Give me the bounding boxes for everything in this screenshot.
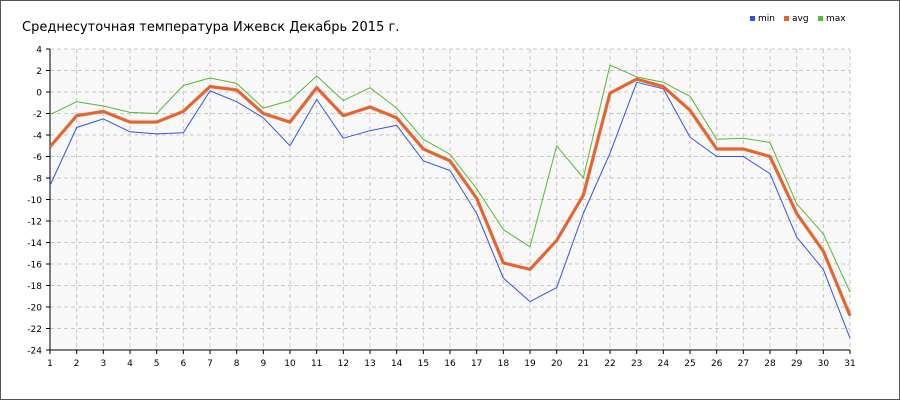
x-tick-label: 7 bbox=[207, 359, 213, 369]
series-avg bbox=[48, 77, 852, 317]
x-tick-label: 21 bbox=[578, 359, 589, 369]
series-line-min bbox=[49, 81, 851, 339]
x-tick-label: 25 bbox=[684, 359, 695, 369]
y-tick-label: -6 bbox=[33, 153, 42, 163]
x-tick-label: 20 bbox=[551, 359, 563, 369]
y-tick-label: -22 bbox=[27, 325, 42, 335]
y-tick-label: -14 bbox=[27, 239, 42, 249]
x-tick-label: 22 bbox=[604, 359, 615, 369]
axes: 420-2-4-6-8-10-12-14-16-18-20-22-241 2 3 4 5… bbox=[27, 46, 855, 370]
x-tick-label: 2 bbox=[74, 359, 80, 369]
x-tick-label: 16 bbox=[444, 359, 456, 369]
x-tick-label: 5 bbox=[154, 359, 160, 369]
legend-label: min bbox=[758, 14, 775, 24]
x-tick-label: 8 bbox=[234, 359, 240, 369]
y-tick-label: 4 bbox=[36, 46, 42, 56]
y-tick-label: -20 bbox=[27, 304, 42, 314]
y-tick-label: -12 bbox=[27, 218, 42, 228]
y-tick-label: 2 bbox=[36, 67, 42, 77]
legend-item-max: max bbox=[818, 14, 846, 24]
series-group bbox=[48, 64, 852, 339]
legend-swatch bbox=[750, 16, 755, 21]
x-tick-label: 3 bbox=[100, 359, 106, 369]
legend-label: avg bbox=[792, 14, 809, 24]
x-tick-label: 11 bbox=[311, 359, 322, 369]
x-tick-label: 18 bbox=[498, 359, 510, 369]
x-tick-label: 13 bbox=[364, 359, 375, 369]
legend-label: max bbox=[826, 14, 846, 24]
x-tick-label: 24 bbox=[658, 359, 670, 369]
x-tick-label: 28 bbox=[764, 359, 776, 369]
x-tick-label: 23 bbox=[631, 359, 642, 369]
x-tick-label: 4 bbox=[127, 359, 133, 369]
x-tick-label: 15 bbox=[418, 359, 429, 369]
x-tick-label: 12 bbox=[338, 359, 349, 369]
x-tick-label: 10 bbox=[284, 359, 296, 369]
x-tick-label: 9 bbox=[260, 359, 266, 369]
series-min bbox=[49, 81, 851, 339]
x-tick-label: 17 bbox=[471, 359, 482, 369]
x-tick-label: 1 bbox=[47, 359, 53, 369]
series-line-max bbox=[49, 64, 851, 293]
y-tick-label: -18 bbox=[27, 282, 42, 292]
x-tick-label: 30 bbox=[818, 359, 830, 369]
grid bbox=[50, 48, 851, 350]
y-tick-label: -10 bbox=[27, 196, 42, 206]
legend-item-avg: avg bbox=[784, 14, 809, 24]
series-max bbox=[49, 64, 851, 293]
x-tick-label: 14 bbox=[391, 359, 403, 369]
legend-item-min: min bbox=[750, 14, 775, 24]
legend: min avg max bbox=[750, 14, 846, 24]
x-tick-label: 19 bbox=[524, 359, 536, 369]
y-tick-label: -4 bbox=[33, 132, 42, 142]
y-tick-label: -16 bbox=[27, 261, 42, 271]
y-tick-label: 0 bbox=[36, 89, 42, 99]
x-tick-label: 26 bbox=[711, 359, 723, 369]
legend-swatch bbox=[784, 16, 789, 21]
x-tick-label: 27 bbox=[738, 359, 749, 369]
legend-swatch bbox=[818, 16, 823, 21]
y-tick-label: -2 bbox=[33, 110, 42, 120]
y-tick-label: -8 bbox=[33, 175, 42, 185]
series-line-avg bbox=[49, 77, 852, 317]
chart-title: Среднесуточная температура Ижевск Декабр… bbox=[22, 20, 399, 35]
x-tick-label: 6 bbox=[180, 359, 186, 369]
y-tick-label: -24 bbox=[27, 347, 42, 357]
x-tick-label: 29 bbox=[791, 359, 803, 369]
x-tick-label: 31 bbox=[844, 359, 855, 369]
